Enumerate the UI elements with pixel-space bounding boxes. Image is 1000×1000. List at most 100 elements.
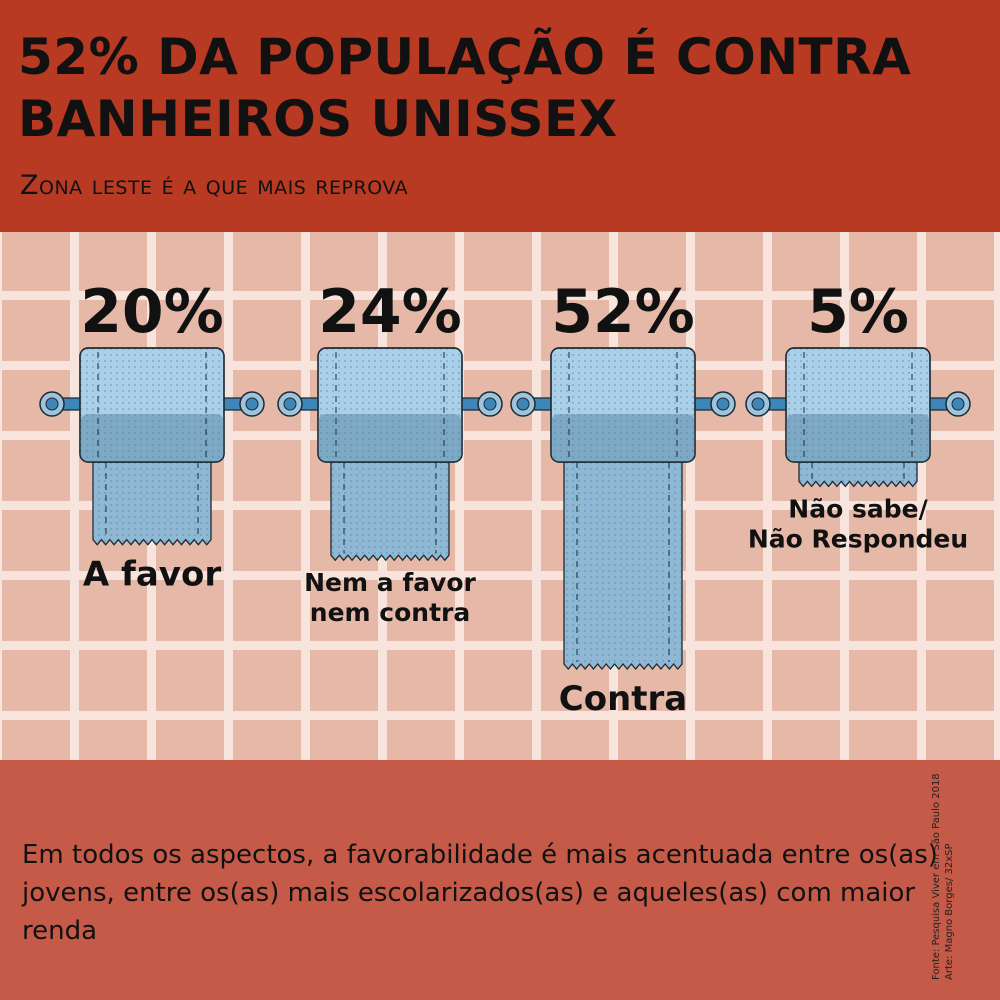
holder-bracket-core [245,397,259,411]
wall-tile [849,232,917,291]
holder-bracket-core [951,397,965,411]
wall-tile [310,650,378,711]
wall-tile [156,580,224,641]
wall-tile [233,300,301,361]
wall-tile [310,720,378,760]
category-label-line: Contra [559,679,687,719]
wall-tile [464,580,532,641]
value-label: 20% [80,277,224,347]
holder-bracket-core [716,397,730,411]
wall-tile [233,440,301,501]
paper-roll-texture [317,347,463,463]
wall-tile [926,720,994,760]
wall-tile [387,232,455,291]
wall-tile [2,510,70,571]
wall-tile [541,232,609,291]
bar-texture [799,460,917,487]
holder-bracket-core [751,397,765,411]
wall-tile [387,650,455,711]
paper-roll-texture [79,347,225,463]
wall-tile [849,580,917,641]
wall-tile [849,720,917,760]
wall-tile [772,580,840,641]
toilet-paper-chart: 20% A favor 24% Nem a favor nem contra 52% Con… [39,277,971,719]
wall-tile [618,720,686,760]
wall-tile [618,232,686,291]
bar-group: 5% Não sabe/Não Respondeu [745,277,971,553]
wall-tile [464,720,532,760]
page-title: 52% DA POPULAÇÃO É CONTRA BANHEIROS UNIS… [18,28,912,148]
wall-tile [387,580,455,641]
wall-tile [156,720,224,760]
wall-tile [2,720,70,760]
wall-tile [926,232,994,291]
wall-tile [695,510,763,571]
category-label: Contra [559,679,687,719]
category-label-line: A favor [83,555,221,595]
wall-tile [464,232,532,291]
holder-bracket-core [283,397,297,411]
wall-tile [310,232,378,291]
bar-texture [331,460,449,561]
wall-tile [233,720,301,760]
wall-tile [926,580,994,641]
wall-tile [2,440,70,501]
wall-tile [772,510,840,571]
wall-tile [233,580,301,641]
wall-tile [772,720,840,760]
bar-texture [93,460,211,545]
category-label: Nem a favor nem contra [304,568,476,627]
header-banner: 52% DA POPULAÇÃO É CONTRA BANHEIROS UNIS… [0,0,1000,232]
footnote-text: Em todos os aspectos, a favorabilidade é… [22,840,938,946]
wall-tile [233,232,301,291]
wall-tile [79,720,147,760]
holder-bracket-core [45,397,59,411]
source-text: Fonte: Pesquisa Viver em São Paulo 2018 [931,773,942,980]
wall-tile [772,232,840,291]
wall-tile [772,650,840,711]
wall-tile [2,232,70,291]
art-credit-text: Arte: Magno Borges/ 32xSP [944,843,955,980]
holder-bracket-core [516,397,530,411]
value-label: 24% [318,277,462,347]
category-label-line: Nem a favor [304,568,476,597]
wall-tile [464,300,532,361]
wall-tile [233,510,301,571]
wall-tile [387,720,455,760]
wall-tile [695,650,763,711]
wall-tile [695,232,763,291]
wall-tile [233,650,301,711]
wall-tile [464,650,532,711]
value-label: 52% [551,277,695,347]
wall-tile [695,300,763,361]
bar-group: 52% Contra [510,277,736,719]
wall-tile [849,510,917,571]
wall-tile [79,650,147,711]
wall-tile [2,300,70,361]
category-label: A favor [83,555,221,595]
bar-group: 20% A favor [39,277,265,595]
page-subtitle: Zona leste é a que mais reprova [20,170,409,201]
paper-roll-texture [550,347,696,463]
wall-tile [156,650,224,711]
wall-tile [79,580,147,641]
category-label-line: nem contra [310,598,470,627]
wall-tile [695,580,763,641]
wall-tile [849,650,917,711]
holder-bracket-core [483,397,497,411]
source-credit: Fonte: Pesquisa Viver em São Paulo 2018 … [930,760,956,980]
wall-tile [541,720,609,760]
wall-tile [926,650,994,711]
bar-group: 24% Nem a favor nem contra [277,277,503,627]
category-label-line: Não sabe/ [788,494,928,523]
wall-tile [2,650,70,711]
wall-tile [695,440,763,501]
wall-tile [926,300,994,361]
value-label: 5% [807,277,909,347]
wall-tile [464,440,532,501]
wall-tile [2,580,70,641]
category-label: Não sabe/Não Respondeu [748,494,968,553]
category-label-line: Não Respondeu [748,524,968,553]
wall-tile [926,510,994,571]
footer-panel [0,760,1000,1000]
